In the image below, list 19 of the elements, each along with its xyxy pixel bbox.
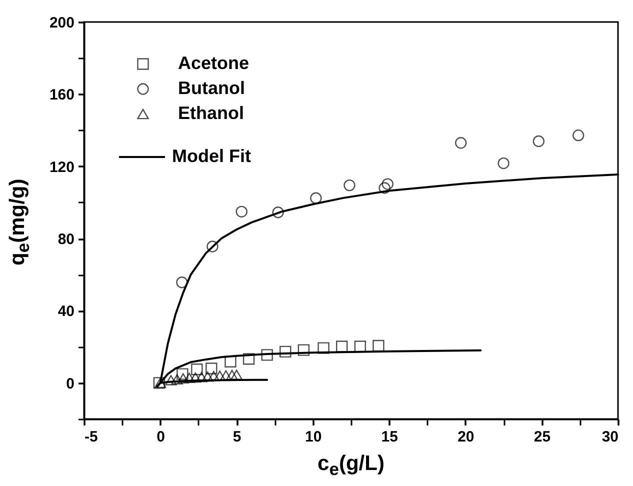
y-tick-label: 40 bbox=[58, 303, 74, 320]
x-axis-title: c$_{e}$(g/L) bbox=[316, 452, 386, 480]
legend-label: Acetone bbox=[178, 53, 250, 73]
y-tick-label: 120 bbox=[49, 158, 74, 176]
x-tick-label: 20 bbox=[458, 428, 474, 446]
x-tick-label: 10 bbox=[305, 428, 322, 446]
y-tick-label: 80 bbox=[58, 231, 74, 248]
x-tick-label: 25 bbox=[534, 428, 551, 446]
x-tick-label: -5 bbox=[84, 428, 98, 446]
y-tick-label: 200 bbox=[49, 14, 74, 32]
legend-label: Ethanol bbox=[178, 103, 244, 123]
y-tick-label: 160 bbox=[49, 86, 74, 104]
x-tick-label: 5 bbox=[232, 428, 242, 446]
x-tick-label: 30 bbox=[602, 428, 618, 446]
legend-label: Model Fit bbox=[172, 146, 251, 166]
y-tick-label: 0 bbox=[66, 375, 74, 392]
x-tick-label: 0 bbox=[156, 428, 165, 446]
legend-label: Butanol bbox=[178, 78, 245, 98]
x-tick-label: 15 bbox=[381, 428, 398, 446]
